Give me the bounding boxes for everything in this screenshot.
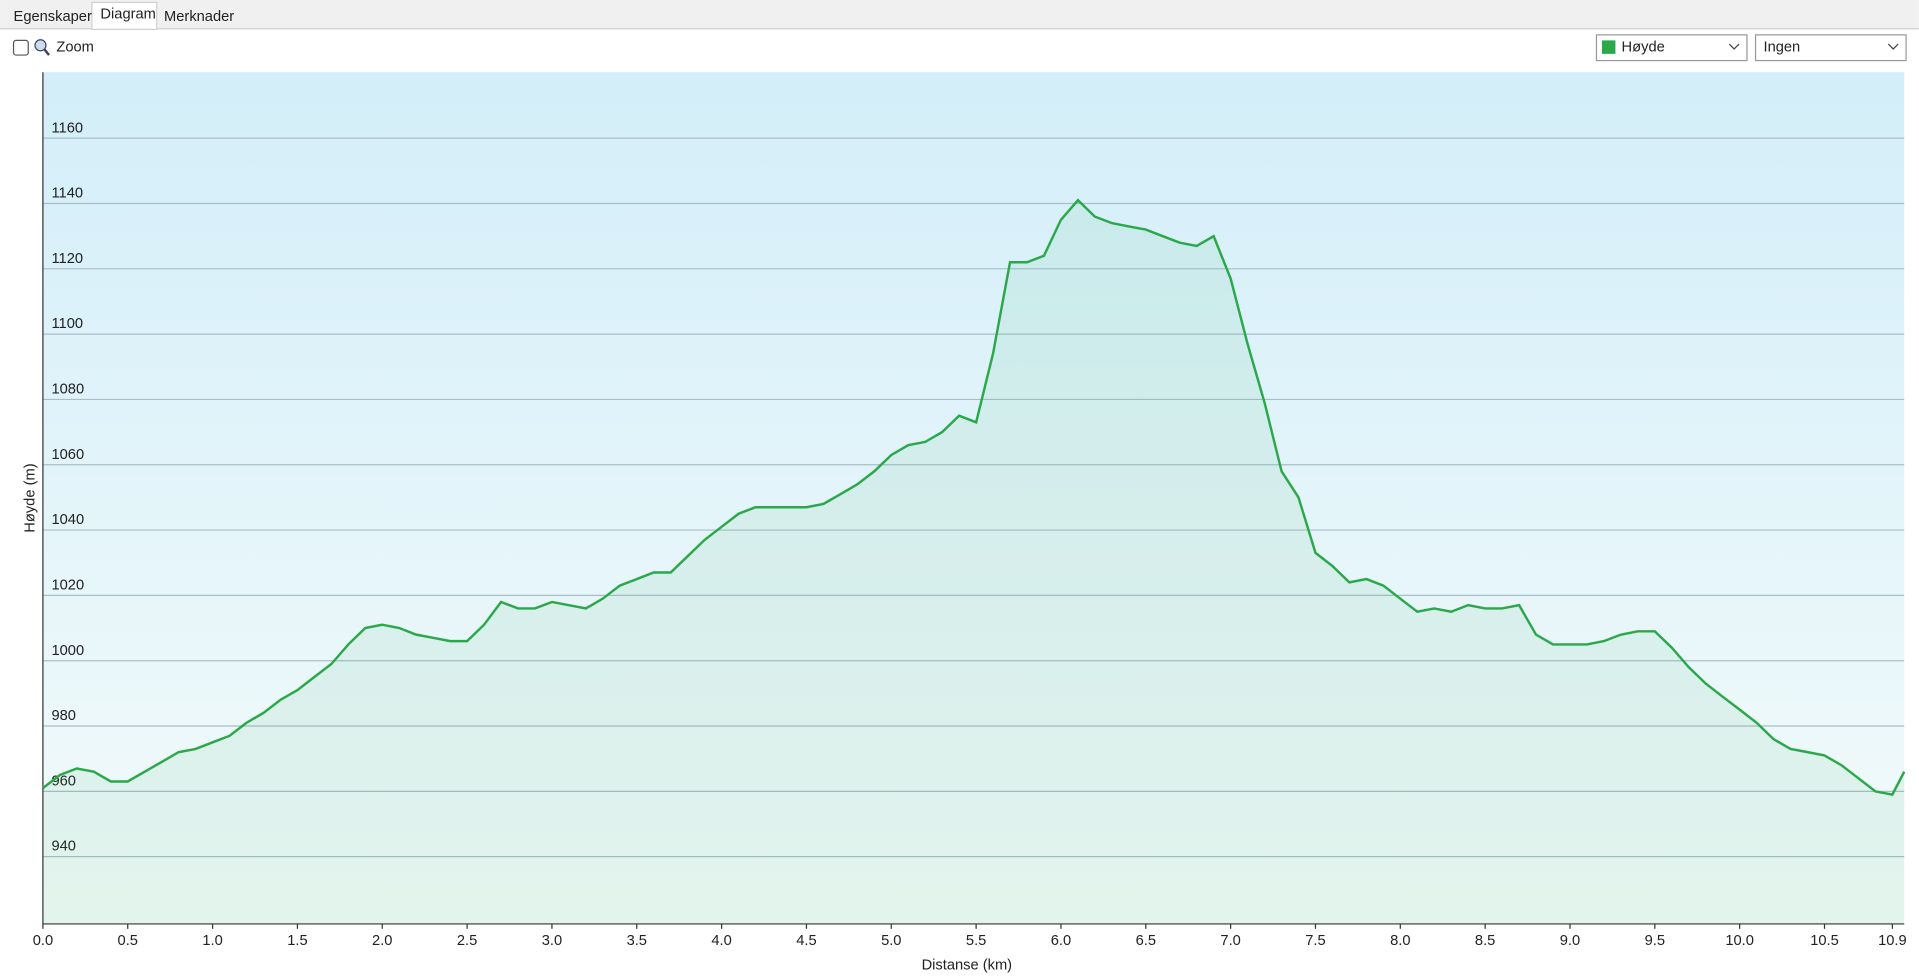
y-tick-label: 1040 <box>51 512 84 528</box>
y-tick-label: 1020 <box>51 577 84 593</box>
x-tick-label: 3.0 <box>542 933 562 949</box>
legend-swatch <box>1601 40 1616 54</box>
y-tick-label: 1000 <box>51 643 84 659</box>
dropdown-label[interactable]: Høyde <box>1622 40 1665 56</box>
elevation-line <box>42 198 1906 796</box>
dropdown-label[interactable]: Ingen <box>1764 40 1801 56</box>
dropdown-arrow <box>1728 43 1740 50</box>
x-tick-label: 9.5 <box>1645 933 1665 949</box>
dropdown[interactable] <box>1754 34 1907 62</box>
y-axis-label: Høyde (m) <box>23 463 39 532</box>
y-tick-label: 1120 <box>51 251 83 267</box>
zoom-icon <box>34 39 47 52</box>
y-tick-label: 1160 <box>51 120 83 136</box>
tab[interactable]: Diagram <box>100 7 155 23</box>
y-tick-label: 980 <box>51 708 75 724</box>
zoom-icon <box>43 48 50 56</box>
x-tick-label: 2.5 <box>457 933 477 949</box>
tab-bar <box>0 0 1919 30</box>
area <box>42 200 1905 924</box>
dropdown[interactable] <box>1595 34 1748 62</box>
tab[interactable]: Merknader <box>164 9 234 25</box>
x-tick-label: 3.5 <box>627 933 647 949</box>
x-axis-label: Distanse (km) <box>922 957 1013 973</box>
plot: 9409609801000102010401060108011001120114… <box>33 72 1907 949</box>
x-tick-label: 5.5 <box>966 933 986 949</box>
y-tick-label: 1100 <box>51 316 83 332</box>
x-tick-label: 0.5 <box>118 933 138 949</box>
zoom-label[interactable]: Zoom <box>56 40 94 56</box>
dropdown-arrow <box>1887 43 1899 50</box>
y-tick-label: 1140 <box>51 186 83 202</box>
x-tick-label: 10.5 <box>1810 933 1839 949</box>
x-tick-label: 7.5 <box>1305 933 1325 949</box>
x-tick-label: 9.0 <box>1560 933 1580 949</box>
y-tick-label: 1080 <box>51 382 84 398</box>
y-tick-label: 1060 <box>51 447 84 463</box>
x-tick-label: 1.5 <box>287 933 307 949</box>
y-tick-label: 940 <box>51 839 75 855</box>
x-tick-label: 6.0 <box>1051 933 1071 949</box>
x-tick-label: 1.0 <box>202 933 222 949</box>
x-tick-label: 0.0 <box>33 933 53 949</box>
zoom-checkbox[interactable] <box>12 39 29 56</box>
x-tick-label: 5.0 <box>881 933 901 949</box>
x-tick-label: 8.0 <box>1390 933 1410 949</box>
x-tick-label: 4.0 <box>711 933 731 949</box>
x-tick-label: 10.0 <box>1725 933 1754 949</box>
plot-area <box>42 72 1905 924</box>
x-tick-label: 10.9 <box>1878 933 1907 949</box>
x-tick-label: 4.5 <box>796 933 816 949</box>
x-tick-label: 2.0 <box>372 933 392 949</box>
x-tick-label: 8.5 <box>1475 933 1495 949</box>
x-tick-label: 7.0 <box>1220 933 1240 949</box>
x-tick-label: 6.5 <box>1136 933 1156 949</box>
tab[interactable]: Egenskaper <box>14 9 92 25</box>
active-tab[interactable] <box>91 1 158 30</box>
